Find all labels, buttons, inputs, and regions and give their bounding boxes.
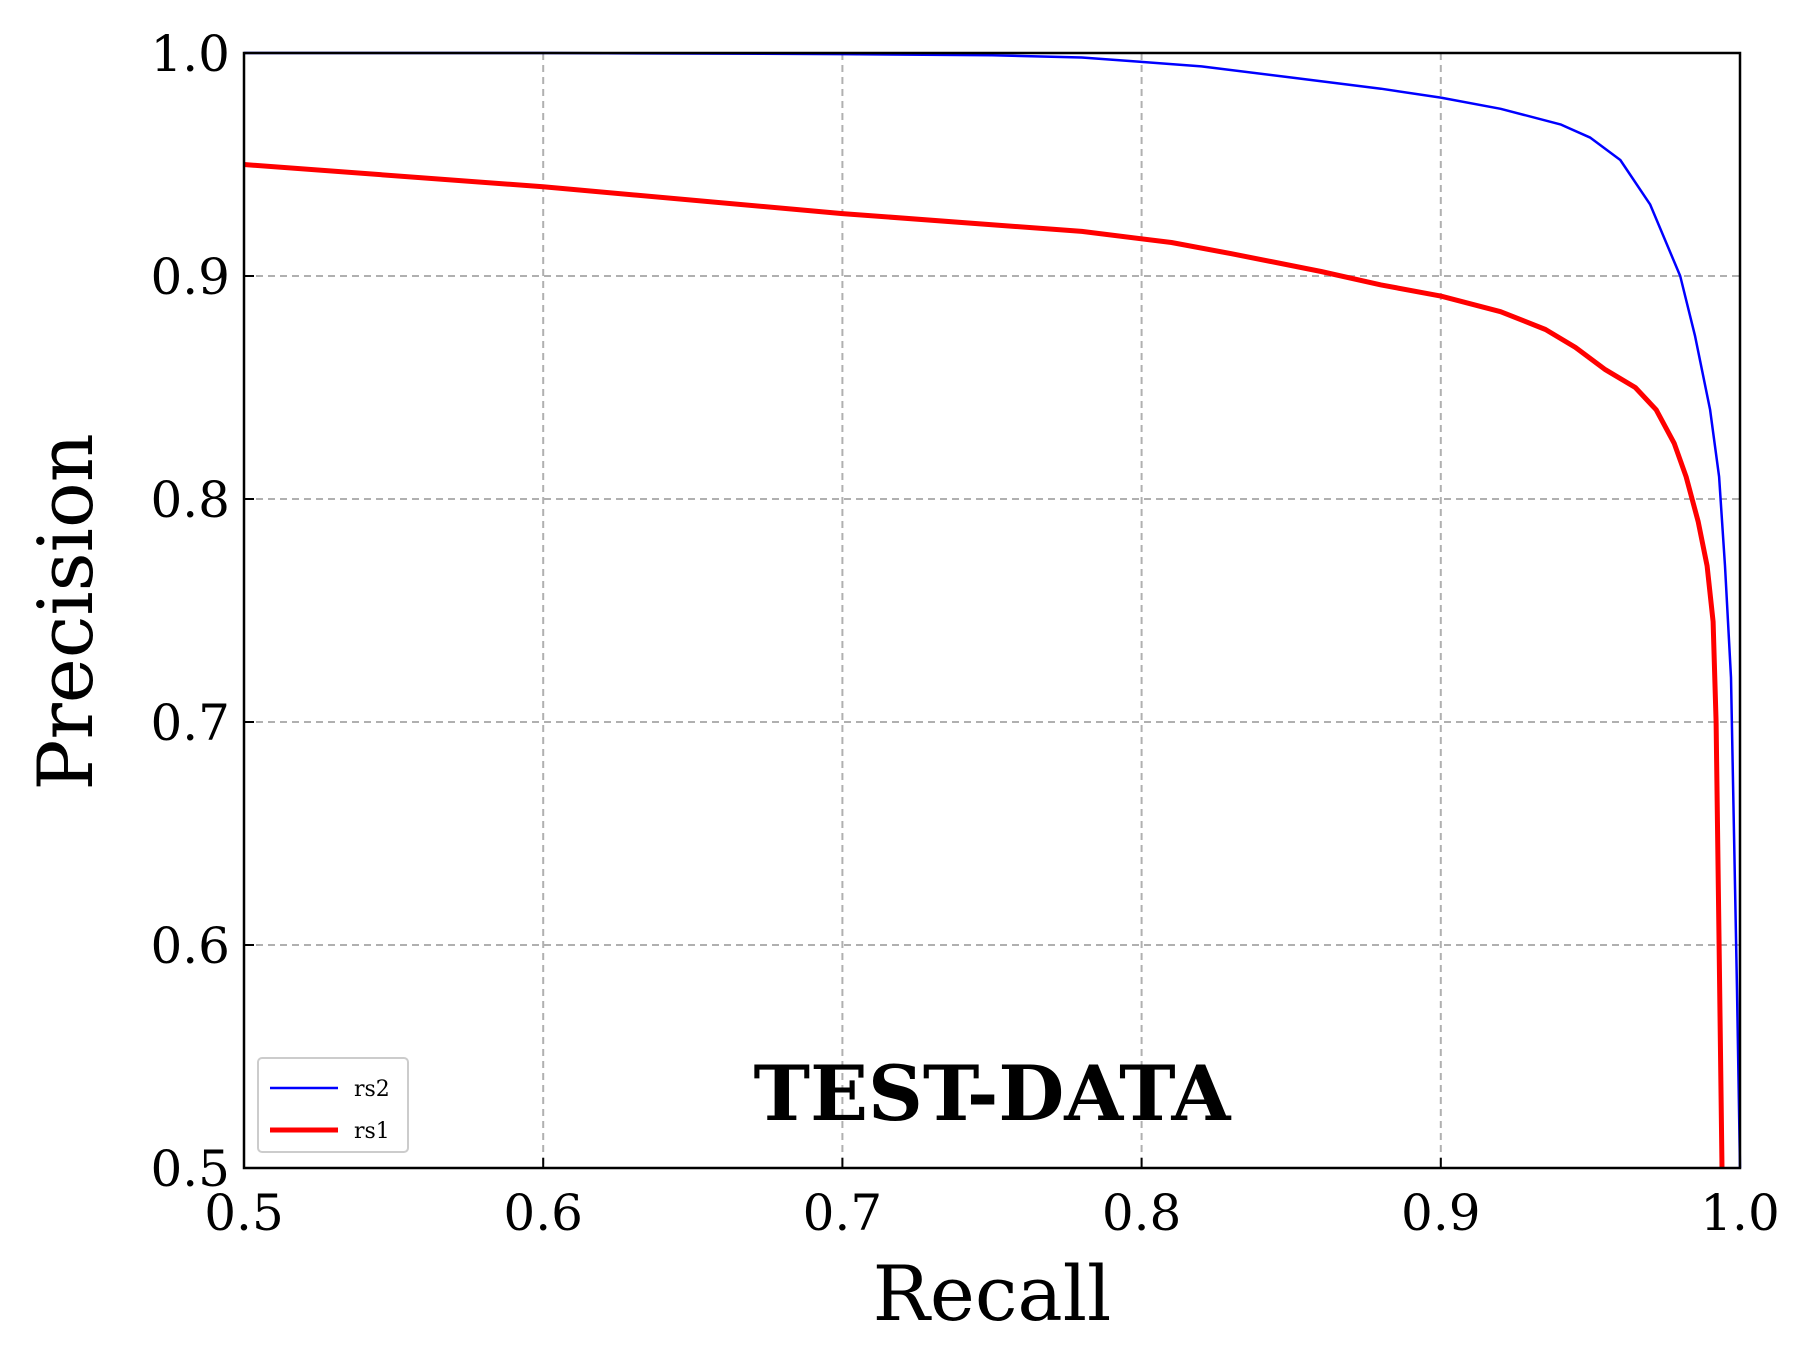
legend-label-rs2: rs2 <box>354 1077 390 1102</box>
y-tick-label-3: 0.8 <box>150 471 230 529</box>
x-tick-label-0: 0.5 <box>204 1184 284 1242</box>
x-tick-label-5: 1.0 <box>1700 1184 1780 1242</box>
plot-frame <box>242 51 1742 1170</box>
x-tick-label-4: 0.9 <box>1401 1184 1481 1242</box>
x-axis-label: Recall <box>873 1249 1112 1338</box>
series-line-rs1 <box>243 162 1725 1169</box>
y-axis-label: Precision <box>21 433 110 790</box>
x-tick-labels: 0.5 0.6 0.7 0.8 0.9 1.0 <box>204 1184 1780 1242</box>
test-data-annotation: TEST-DATA <box>754 1049 1232 1138</box>
tick-marks <box>243 52 1741 1169</box>
y-tick-label-5: 1.0 <box>150 25 230 83</box>
legend: rs2 rs1 <box>257 1057 409 1153</box>
series-layer <box>243 51 1742 1169</box>
series-line-rs2 <box>244 51 1742 1169</box>
y-tick-label-0: 0.5 <box>150 1140 230 1198</box>
x-tick-label-1: 0.6 <box>503 1184 583 1242</box>
x-tick-label-2: 0.7 <box>803 1184 883 1242</box>
legend-label-rs1: rs1 <box>354 1119 390 1144</box>
y-tick-labels: 0.5 0.6 0.7 0.8 0.9 1.0 <box>150 25 230 1198</box>
y-tick-label-1: 0.6 <box>150 917 230 975</box>
x-tick-label-3: 0.8 <box>1102 1184 1182 1242</box>
y-tick-label-2: 0.7 <box>150 694 230 752</box>
y-tick-label-4: 0.9 <box>150 248 230 306</box>
